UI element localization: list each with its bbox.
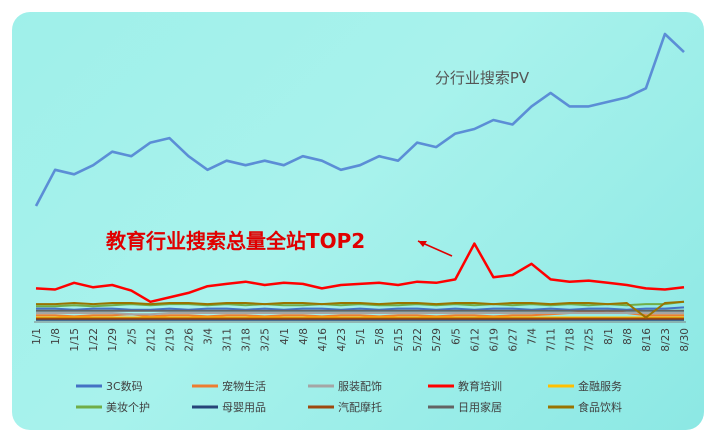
series-lines [34,32,685,321]
legend-label: 教育培训 [458,379,502,393]
x-tick-label: 5/8 [374,328,386,345]
x-tick-label: 2/12 [145,328,157,352]
x-tick-label: 2/5 [126,328,138,345]
annotation-text: 教育行业搜索总量全站TOP2 [106,229,365,253]
x-tick-label: 1/22 [88,328,100,352]
x-tick-labels: 1/1 1/8 1/15 1/22 1/29 2/5 2/12 2/19 2/26 3/4 3/11… [31,328,691,352]
x-tick-label: 7/4 [527,328,539,345]
x-tick-label: 5/22 [412,328,424,352]
x-tick-label: 1/8 [50,328,62,345]
x-tick-label: 5/15 [393,328,405,352]
x-tick-label: 8/8 [622,328,634,345]
x-tick-label: 7/11 [546,328,558,352]
x-tick-label: 2/19 [164,328,176,352]
x-tick-label: 3/4 [203,328,215,345]
x-tick-label: 5/29 [431,328,443,352]
x-tick-label: 1/1 [31,328,43,345]
x-tick-label: 1/29 [107,328,119,352]
x-tick-label: 4/16 [317,328,329,352]
series-line-5 [36,300,685,308]
annotation-arrowhead [418,241,427,247]
x-tick-label: 7/18 [565,328,577,352]
legend-label: 3C数码 [106,380,143,393]
x-tick-label: 4/23 [336,328,348,352]
x-tick-label: 6/19 [488,328,500,352]
series-line-0 [36,306,685,311]
total-pv-line [34,32,685,207]
x-tick-label: 8/16 [641,328,653,352]
x-tick-label: 8/1 [603,328,615,345]
x-tick-label: 3/25 [260,328,272,352]
legend-label: 金融服务 [578,379,622,393]
legend-label: 日用家居 [458,400,502,414]
legend-label: 汽配摩托 [338,400,382,414]
x-tick-label: 5/1 [355,328,367,345]
x-tick-label: 1/15 [69,328,81,352]
series-line-9 [36,300,685,319]
series-line-2 [36,312,684,316]
x-tick-label: 3/11 [222,328,234,352]
legend-label: 美妆个护 [106,400,150,414]
x-tick-label: 8/23 [660,328,672,352]
legend-label: 服装配饰 [338,379,382,393]
x-tick-label: 4/8 [298,328,310,345]
series-line-education [35,242,685,304]
x-tick-label: 6/12 [469,328,481,352]
x-tick-label: 7/25 [584,328,596,352]
x-tick-label: 4/1 [279,328,291,345]
x-tick-label: 2/26 [184,328,196,352]
x-tick-label: 6/5 [450,328,462,345]
x-tick-label: 6/27 [508,328,520,352]
legend-label: 食品饮料 [578,400,622,414]
legend-label: 宠物生活 [222,379,266,393]
x-tick-label: 8/30 [679,328,691,352]
chart-card [12,12,704,430]
x-tick-label: 3/18 [241,328,253,352]
legend-label: 母婴用品 [222,401,266,414]
chart-title: 分行业搜索PV [435,69,530,87]
